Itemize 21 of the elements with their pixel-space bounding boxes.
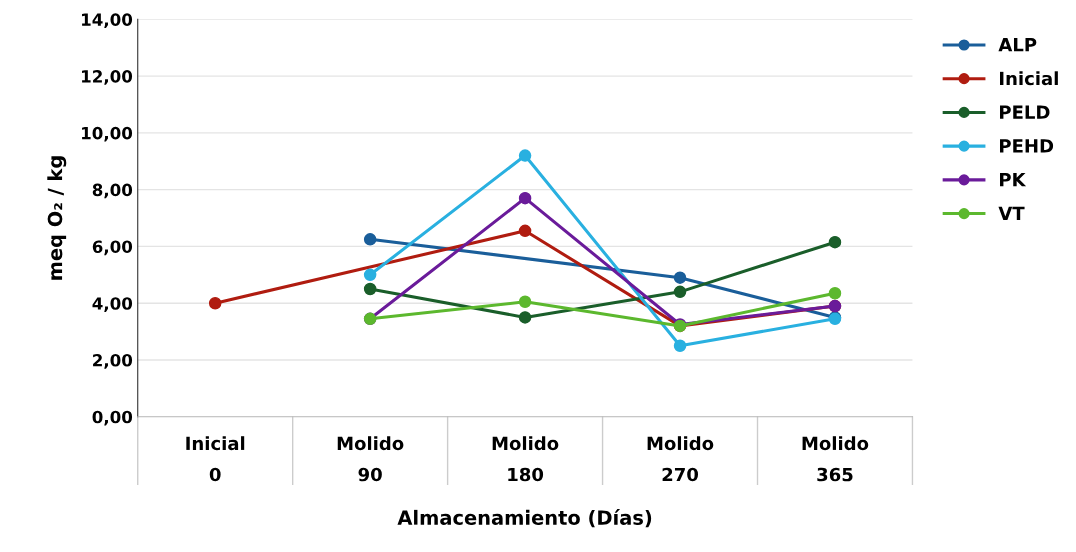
y-tick-label: 12,00 — [82, 70, 133, 85]
x-tick-label: Molido 365 — [802, 436, 869, 482]
y-tick-label: 2,00 — [93, 353, 133, 369]
x-tick-label: Molido 90 — [337, 436, 404, 482]
y-tick-label: 6,00 — [92, 240, 133, 256]
x-tick-label: Molido 180 — [492, 436, 559, 482]
legend-label: ALP — [998, 38, 1037, 52]
legend-label: PK — [1000, 173, 1027, 187]
x-tick-label: Inicial 0 — [186, 436, 245, 482]
y-tick-label: 14,00 — [82, 13, 133, 29]
legend-label: VT — [998, 206, 1025, 220]
y-tick-label: 10,00 — [82, 126, 133, 142]
y-tick-label: 8,00 — [92, 183, 133, 199]
y-tick-label: 0,00 — [92, 410, 133, 426]
legend-label: PEHD — [1000, 139, 1054, 153]
legend-label: PELD — [1000, 105, 1050, 119]
y-axis-title: meq O₂ / kg — [47, 156, 67, 280]
legend-label: Inicial — [1000, 71, 1058, 86]
x-axis-title: Almacenamiento (Días) — [397, 509, 652, 528]
y-tick-label: 4,00 — [92, 297, 133, 312]
x-tick-label: Molido 270 — [647, 436, 714, 482]
